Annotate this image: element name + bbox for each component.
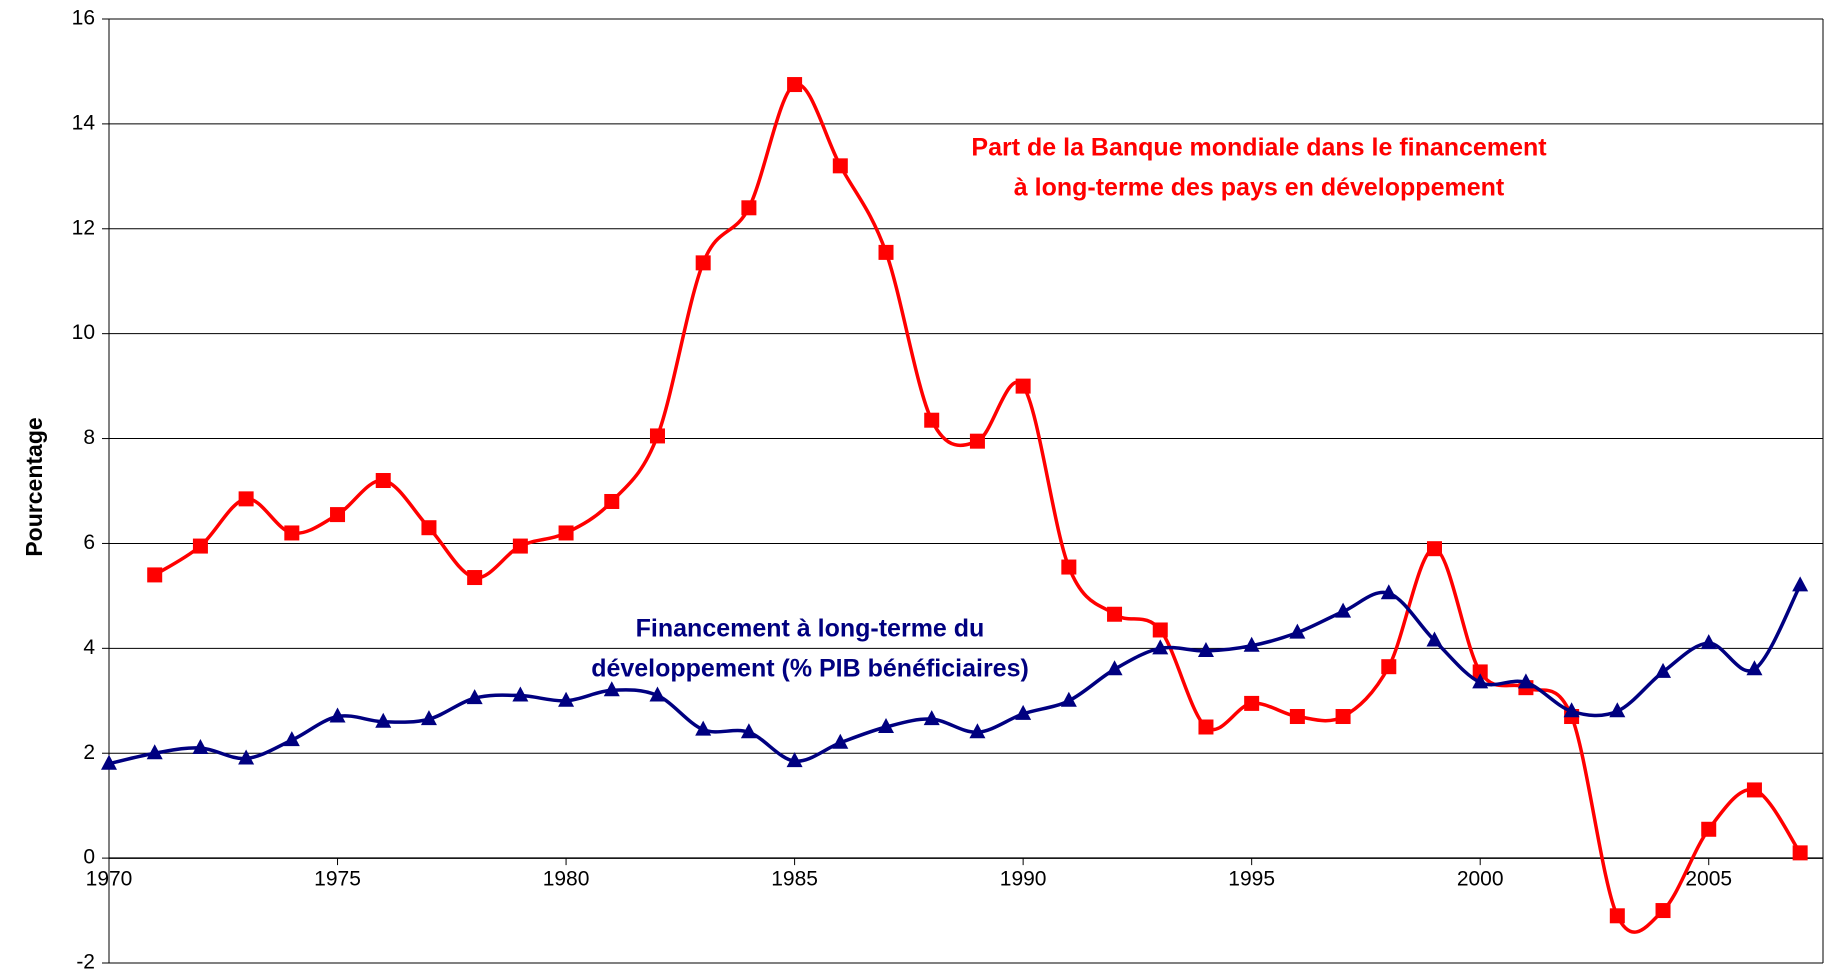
marker [786, 752, 803, 768]
y-tick-label: 8 [83, 426, 95, 449]
marker [1563, 702, 1580, 718]
marker [1426, 631, 1443, 647]
marker [1746, 660, 1763, 676]
marker [1107, 606, 1123, 622]
marker [1061, 559, 1077, 575]
marker [832, 733, 849, 749]
marker [330, 507, 346, 523]
marker [1700, 634, 1717, 650]
marker [1060, 691, 1077, 707]
marker [741, 200, 757, 216]
y-tick-label: 10 [72, 321, 95, 344]
marker [466, 689, 483, 705]
marker [1198, 719, 1214, 735]
y-tick-label: 12 [72, 216, 95, 239]
marker [512, 686, 529, 702]
marker [238, 749, 255, 765]
y-tick-label: 4 [83, 636, 95, 659]
marker [878, 244, 894, 260]
marker [467, 570, 483, 586]
x-tick-label: 1990 [1000, 868, 1047, 891]
series-line [153, 82, 1802, 934]
y-tick-label: 16 [72, 7, 95, 30]
y-tick-label: 6 [83, 531, 95, 554]
marker [558, 691, 575, 707]
x-tick-label: 1995 [1228, 868, 1275, 891]
marker [695, 255, 711, 271]
x-tick-label: 1970 [86, 868, 133, 891]
annotation: Financement à long-terme du [636, 615, 985, 643]
marker [1426, 541, 1442, 557]
marker [192, 538, 208, 554]
marker [1655, 903, 1671, 919]
marker [101, 754, 117, 770]
marker [512, 538, 528, 554]
y-tick-label: 2 [83, 741, 95, 764]
marker [421, 520, 437, 536]
x-tick-label: 2000 [1457, 868, 1504, 891]
marker [969, 723, 986, 739]
marker [787, 77, 803, 93]
marker [1380, 584, 1397, 600]
annotation: à long-terme des pays en développement [1014, 174, 1505, 202]
marker [420, 710, 437, 726]
marker [923, 710, 940, 726]
marker [284, 525, 300, 541]
marker [604, 493, 620, 509]
marker [238, 491, 254, 507]
marker [375, 473, 391, 489]
marker [1289, 709, 1305, 725]
marker [147, 567, 163, 583]
x-tick-label: 2005 [1685, 868, 1732, 891]
x-tick-label: 1975 [314, 868, 361, 891]
marker [649, 686, 666, 702]
marker [283, 731, 300, 747]
marker [1244, 695, 1260, 711]
marker [1792, 845, 1808, 861]
marker [1015, 704, 1032, 720]
marker [1335, 602, 1352, 618]
marker [1152, 639, 1169, 655]
marker [1701, 821, 1717, 837]
y-tick-label: 14 [72, 111, 96, 134]
marker [740, 723, 757, 739]
marker [603, 681, 620, 697]
marker [375, 712, 392, 728]
marker [1289, 623, 1306, 639]
marker [1335, 709, 1351, 725]
marker [1609, 702, 1626, 718]
marker [1609, 908, 1625, 924]
x-tick-label: 1985 [771, 868, 818, 891]
marker [1655, 662, 1672, 678]
marker [649, 428, 665, 444]
marker [969, 433, 985, 449]
marker [1472, 673, 1489, 689]
marker [1243, 636, 1260, 652]
marker [1746, 782, 1762, 798]
marker [924, 412, 940, 428]
marker [192, 738, 209, 754]
marker [1792, 576, 1809, 592]
y-axis-label: Pourcentage [21, 417, 47, 556]
marker [1015, 378, 1031, 394]
marker [1381, 659, 1397, 675]
marker [329, 707, 346, 723]
annotation: Part de la Banque mondiale dans le finan… [971, 134, 1547, 162]
y-tick-label: 0 [83, 846, 95, 869]
marker [832, 158, 848, 174]
y-tick-label: -2 [76, 951, 95, 974]
marker [1106, 660, 1123, 676]
x-tick-label: 1980 [543, 868, 590, 891]
marker [1517, 673, 1534, 689]
marker [1472, 664, 1488, 680]
marker [1197, 641, 1214, 657]
marker [695, 720, 712, 736]
annotation: développement (% PIB bénéficiaires) [591, 655, 1029, 683]
marker [878, 718, 895, 733]
marker [1152, 622, 1168, 638]
marker [146, 744, 163, 760]
marker [558, 525, 574, 541]
